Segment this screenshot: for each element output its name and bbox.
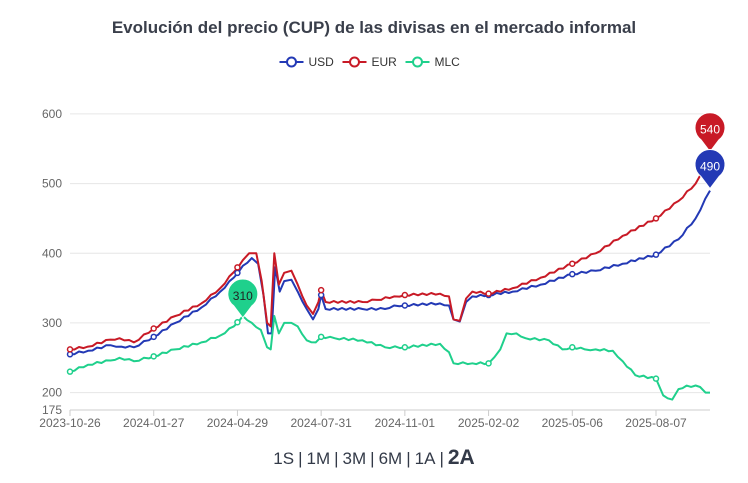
data-point-usd: [234, 269, 241, 277]
mlc-peak-callout: 310: [227, 278, 259, 319]
data-point-eur: [66, 346, 74, 353]
x-tick-label: 2023-10-26: [39, 416, 101, 430]
range-button-3m[interactable]: 3M: [342, 449, 367, 468]
range-separator: |: [298, 449, 303, 468]
data-point-mlc: [485, 360, 492, 367]
markers-group: 540 490 310: [66, 112, 726, 382]
data-point-eur: [150, 325, 157, 332]
pin-label: 490: [700, 160, 720, 174]
data-point-mlc: [317, 333, 325, 341]
series-line-mlc: [69, 315, 710, 401]
legend: USD EUR MLC: [279, 55, 461, 69]
x-tick-label: 2024-07-31: [290, 416, 352, 430]
data-point-eur: [569, 260, 576, 267]
x-tick-label: 2024-11-01: [375, 416, 436, 430]
data-point-eur: [652, 215, 660, 222]
legend-label: MLC: [435, 55, 461, 69]
x-axis: 2023-10-26 2024-01-27 2024-04-29 2024-07-31…: [39, 410, 687, 430]
y-tick-label: 500: [42, 177, 62, 191]
pin-shape: [694, 112, 726, 153]
data-point-eur: [234, 264, 241, 271]
legend-item-usd: USD: [279, 55, 335, 69]
range-selector: 1S | 1M | 3M | 6M | 1A | 2A: [0, 446, 748, 470]
chart-title: Evolución del precio (CUP) de las divisa…: [111, 18, 637, 37]
range-button-1s[interactable]: 1S: [273, 449, 295, 468]
legend-item-mlc: MLC: [405, 55, 461, 69]
range-separator: |: [334, 449, 339, 468]
data-point-usd: [401, 302, 409, 309]
data-point-usd: [652, 251, 660, 258]
usd-last-callout: 490: [694, 149, 726, 190]
data-point-mlc: [234, 318, 241, 326]
range-button-1a[interactable]: 1A: [414, 449, 436, 468]
data-point-mlc: [150, 353, 157, 360]
data-point-mlc: [401, 344, 409, 351]
pin-shape: [227, 278, 259, 319]
pin-shape: [694, 149, 726, 190]
y-tick-label: 400: [42, 246, 62, 260]
grid: [70, 113, 710, 411]
series-group: [69, 155, 711, 401]
y-axis: 175 200 300 400 500 600: [42, 107, 62, 417]
x-tick-label: 2024-01-27: [123, 416, 185, 430]
legend-label: EUR: [372, 55, 398, 69]
data-point-eur: [401, 291, 409, 299]
y-tick-label: 600: [42, 107, 62, 121]
legend-marker: [349, 56, 360, 68]
series-line-eur: [69, 155, 711, 351]
legend-label: USD: [309, 55, 335, 69]
data-point-usd: [150, 333, 157, 341]
x-tick-label: 2024-04-29: [207, 416, 269, 430]
data-point-eur: [485, 290, 492, 297]
x-tick-label: 2025-08-07: [625, 416, 687, 430]
x-tick-label: 2025-05-06: [542, 416, 604, 430]
range-button-6m[interactable]: 6M: [378, 449, 403, 468]
data-point-mlc: [569, 344, 576, 351]
pin-label: 310: [233, 289, 253, 303]
range-button-1m[interactable]: 1M: [306, 449, 331, 468]
y-tick-label: 175: [42, 403, 62, 417]
series-line-usd: [69, 190, 711, 356]
legend-item-eur: EUR: [342, 55, 398, 69]
y-tick-label: 300: [42, 316, 62, 330]
range-separator: |: [406, 449, 411, 468]
range-button-2a[interactable]: 2A: [447, 446, 475, 469]
data-point-usd: [569, 270, 576, 278]
legend-marker: [286, 56, 297, 68]
eur-last-callout: 540: [694, 112, 726, 153]
data-point-eur: [317, 286, 325, 294]
range-separator: |: [370, 449, 375, 468]
range-separator: |: [439, 449, 444, 468]
y-tick-label: 200: [42, 386, 62, 400]
pin-label: 540: [700, 123, 720, 137]
x-tick-label: 2025-02-02: [458, 416, 520, 430]
legend-marker: [412, 56, 423, 68]
data-point-mlc: [66, 368, 74, 375]
data-point-mlc: [652, 375, 660, 382]
